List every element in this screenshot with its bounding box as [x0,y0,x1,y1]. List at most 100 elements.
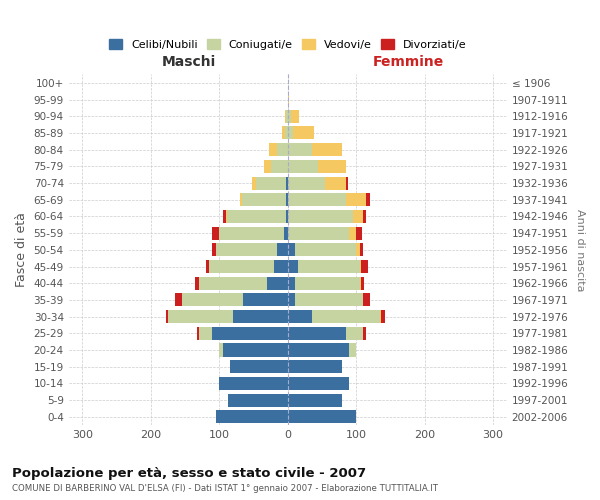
Bar [212,327,287,340]
Bar [277,143,287,156]
Bar [286,176,287,190]
Bar [287,210,353,223]
Bar [281,126,285,140]
Text: Maschi: Maschi [162,56,216,70]
Bar [285,110,286,122]
Text: COMUNE DI BARBERINO VAL D'ELSA (FI) - Dati ISTAT 1° gennaio 2007 - Elaborazione : COMUNE DI BARBERINO VAL D'ELSA (FI) - Da… [12,484,438,493]
Bar [287,160,319,173]
Bar [287,93,289,106]
Bar [311,143,343,156]
Bar [295,244,356,256]
Bar [286,110,287,122]
Bar [199,327,212,340]
Bar [356,226,362,239]
Bar [226,210,227,223]
Bar [168,310,233,323]
Bar [175,294,182,306]
Bar [284,226,287,239]
Bar [195,276,199,289]
Bar [287,226,349,239]
Bar [212,226,219,239]
Bar [361,276,364,289]
Bar [271,160,287,173]
Text: Femmine: Femmine [373,56,444,70]
Bar [166,310,168,323]
Bar [252,176,256,190]
Bar [356,244,359,256]
Bar [287,176,325,190]
Bar [295,294,363,306]
Bar [243,294,287,306]
Bar [287,344,349,356]
Bar [197,327,199,340]
Legend: Celibi/Nubili, Coniugati/e, Vedovi/e, Divorziati/e: Celibi/Nubili, Coniugati/e, Vedovi/e, Di… [104,34,471,54]
Bar [223,210,226,223]
Bar [256,176,286,190]
Bar [219,226,284,239]
Bar [363,327,367,340]
Bar [212,244,216,256]
Bar [269,143,277,156]
Bar [277,244,287,256]
Bar [363,210,367,223]
Bar [380,310,382,323]
Y-axis label: Anni di nascita: Anni di nascita [575,208,585,291]
Bar [228,394,287,406]
Bar [287,294,295,306]
Bar [274,260,287,273]
Bar [367,193,370,206]
Bar [242,193,286,206]
Bar [264,160,271,173]
Bar [285,126,287,140]
Bar [287,126,293,140]
Bar [287,377,349,390]
Bar [287,260,298,273]
Bar [295,276,359,289]
Bar [346,327,363,340]
Bar [287,394,343,406]
Bar [287,193,346,206]
Bar [209,260,274,273]
Bar [359,276,361,289]
Bar [325,176,346,190]
Bar [287,410,356,424]
Bar [233,310,287,323]
Bar [349,344,356,356]
Bar [361,260,368,273]
Bar [216,244,277,256]
Bar [287,360,343,373]
Bar [349,226,356,239]
Bar [311,310,380,323]
Bar [182,294,243,306]
Bar [286,193,287,206]
Bar [216,410,287,424]
Bar [267,276,287,289]
Bar [287,110,291,122]
Bar [287,327,346,340]
Bar [353,210,363,223]
Y-axis label: Fasce di età: Fasce di età [15,212,28,288]
Bar [241,193,242,206]
Bar [291,110,299,122]
Bar [298,260,359,273]
Bar [346,176,348,190]
Bar [230,360,287,373]
Text: Popolazione per età, sesso e stato civile - 2007: Popolazione per età, sesso e stato civil… [12,466,366,479]
Bar [219,344,223,356]
Bar [206,260,209,273]
Bar [287,244,295,256]
Bar [293,126,314,140]
Bar [199,276,267,289]
Bar [359,260,361,273]
Bar [287,310,311,323]
Bar [359,244,363,256]
Bar [227,210,286,223]
Bar [319,160,346,173]
Bar [287,276,295,289]
Bar [223,344,287,356]
Bar [346,193,367,206]
Bar [219,377,287,390]
Bar [286,210,287,223]
Bar [363,294,370,306]
Bar [287,143,311,156]
